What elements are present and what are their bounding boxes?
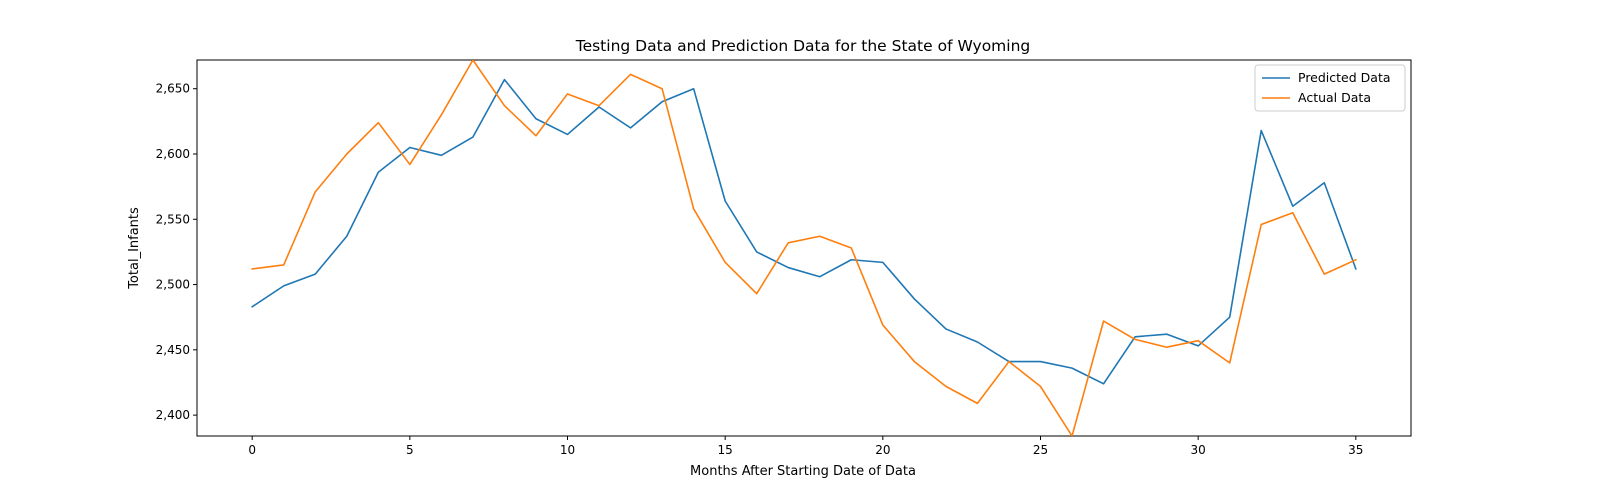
y-tick-label: 2,600 <box>156 147 190 161</box>
y-tick-label: 2,400 <box>156 408 190 422</box>
predicted-data-line <box>251 78 1357 385</box>
y-axis-ticks: 2,400 2,450 2,500 2,550 2,600 2,650 <box>156 82 197 422</box>
legend-label-predicted-data: Predicted Data <box>1298 70 1391 85</box>
legend-box <box>1254 64 1406 112</box>
x-tick-label: 25 <box>1033 443 1048 457</box>
actual-data-line <box>251 60 1357 436</box>
x-axis-ticks: 0 5 10 15 20 25 30 35 <box>248 436 1363 457</box>
chart-title: Testing Data and Prediction Data for the… <box>575 37 1031 55</box>
x-tick-label: 20 <box>875 443 890 457</box>
y-tick-label: 2,450 <box>156 343 190 357</box>
x-tick-label: 15 <box>718 443 733 457</box>
legend-label-actual-data: Actual Data <box>1298 90 1371 105</box>
series-lines <box>251 60 1357 436</box>
y-tick-label: 2,500 <box>156 278 190 292</box>
plot-area-frame <box>196 59 1412 437</box>
x-tick-label: 10 <box>560 443 575 457</box>
x-tick-label: 30 <box>1191 443 1206 457</box>
y-tick-label: 2,650 <box>156 82 190 96</box>
y-axis-label: Total_Infants <box>127 207 142 290</box>
x-tick-label: 5 <box>406 443 414 457</box>
x-tick-label: 35 <box>1348 443 1363 457</box>
x-axis-label: Months After Starting Date of Data <box>690 464 916 479</box>
legend: Predicted Data Actual Data <box>1254 64 1406 112</box>
y-tick-label: 2,550 <box>156 212 190 226</box>
x-tick-label: 0 <box>248 443 256 457</box>
